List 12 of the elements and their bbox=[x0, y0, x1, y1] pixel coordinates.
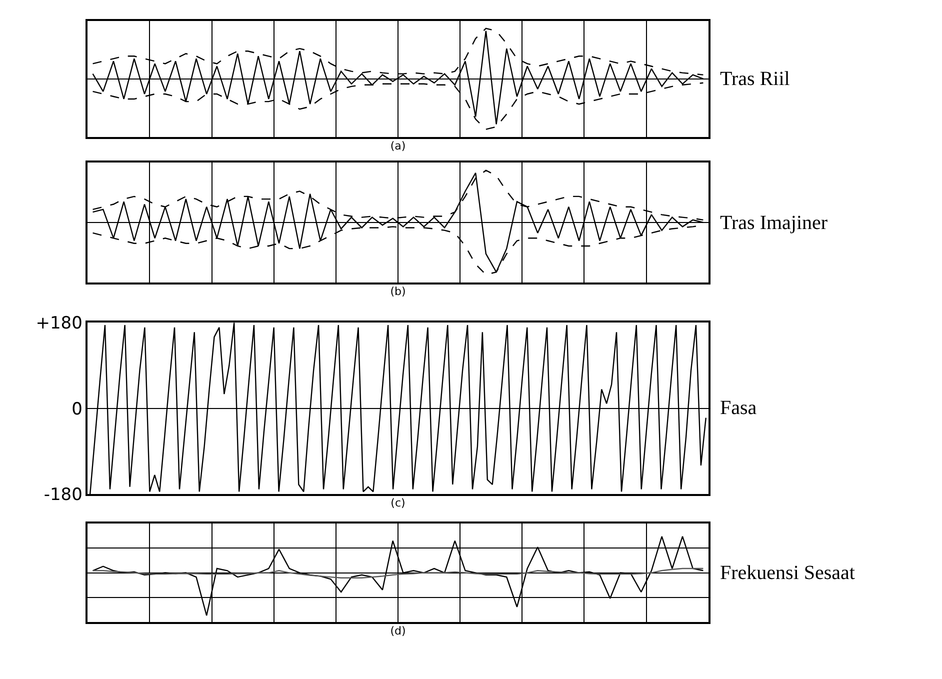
text: Frekuensi Sesaat bbox=[720, 562, 856, 584]
text: Tras Riil bbox=[720, 68, 790, 90]
line-series bbox=[89, 322, 706, 494]
y-tick-label: -180 bbox=[44, 484, 82, 505]
text: Tras Imajiner bbox=[720, 212, 828, 234]
x-axis-title: (d) bbox=[390, 624, 406, 638]
x-axis-title: (c) bbox=[390, 496, 406, 510]
text: Fasa bbox=[720, 397, 757, 419]
y-tick-label: +180 bbox=[36, 314, 82, 334]
x-axis-title: (b) bbox=[390, 284, 406, 298]
x-axis-title: (a) bbox=[390, 139, 406, 152]
y-tick-label: 0 bbox=[72, 399, 82, 420]
